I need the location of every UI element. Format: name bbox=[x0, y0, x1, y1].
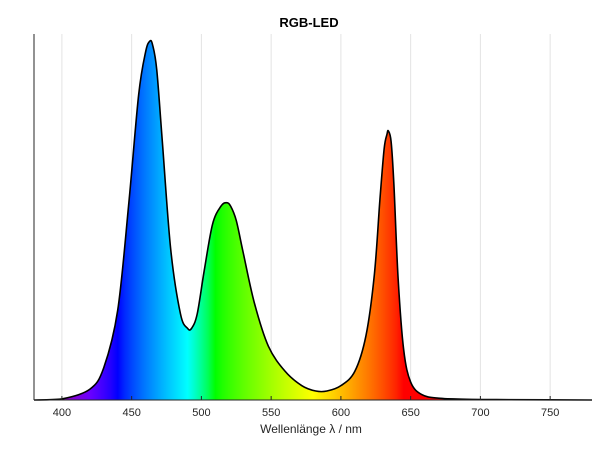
x-tick-label: 750 bbox=[541, 407, 559, 419]
x-tick-label: 450 bbox=[122, 407, 140, 419]
grid-lines bbox=[61, 34, 551, 400]
spectrum-line bbox=[33, 39, 593, 401]
axes bbox=[33, 34, 592, 401]
x-tick-label: 650 bbox=[401, 407, 419, 419]
x-tick-label: 500 bbox=[192, 407, 210, 419]
x-axis-ticks: 400 450 500 550 600 650 700 750 bbox=[53, 396, 559, 419]
x-tick-label: 550 bbox=[262, 407, 280, 419]
x-axis-label: Wellenlänge λ / nm bbox=[260, 422, 362, 436]
spectrum-area bbox=[34, 40, 592, 400]
x-tick-label: 400 bbox=[53, 407, 71, 419]
x-tick-label: 600 bbox=[332, 407, 350, 419]
chart-title: RGB-LED bbox=[279, 15, 338, 30]
x-tick-label: 700 bbox=[471, 407, 489, 419]
